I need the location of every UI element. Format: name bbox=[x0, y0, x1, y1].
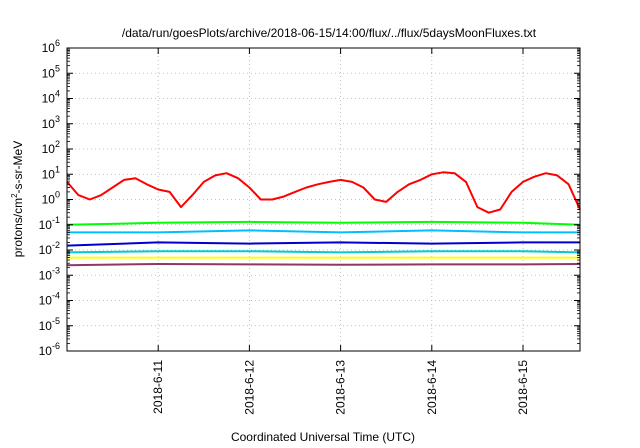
y-tick-label: 10-5 bbox=[39, 316, 60, 333]
y-tick-label: 10-6 bbox=[39, 341, 60, 358]
y-axis-label-superscript: 2 bbox=[10, 193, 19, 198]
y-tick-label: 10-1 bbox=[39, 215, 60, 232]
data-series bbox=[66, 171, 581, 267]
y-tick-label: 102 bbox=[42, 139, 60, 156]
y-tick-label: 100 bbox=[42, 190, 60, 207]
series-line-5 bbox=[66, 250, 581, 254]
series-line-4 bbox=[66, 241, 580, 247]
y-tick-label: 104 bbox=[42, 89, 60, 106]
y-axis-label-suffix: -s-sr-MeV bbox=[11, 141, 25, 194]
x-tick-label: 2018-6-15 bbox=[516, 360, 530, 415]
y-tick-label: 103 bbox=[42, 114, 60, 131]
y-tick-label: 105 bbox=[42, 63, 60, 80]
y-tick-label: 10-4 bbox=[39, 291, 60, 308]
y-tick-label: 10-2 bbox=[39, 240, 60, 257]
x-tick-label: 2018-6-11 bbox=[151, 360, 165, 414]
y-tick-label: 101 bbox=[42, 164, 60, 181]
y-tick-label: 106 bbox=[42, 38, 60, 55]
x-tick-label: 2018-6-14 bbox=[425, 360, 439, 415]
series-line-2 bbox=[66, 220, 581, 226]
x-tick-label: 2018-6-12 bbox=[242, 360, 256, 415]
x-axis-label: Coordinated Universal Time (UTC) bbox=[231, 430, 415, 444]
y-axis-label: protons/cm2-s-sr-MeV bbox=[10, 141, 25, 257]
y-tick-label: 10-3 bbox=[39, 265, 60, 282]
grid bbox=[67, 48, 580, 351]
chart-title: /data/run/goesPlots/archive/2018-06-15/1… bbox=[122, 26, 537, 40]
series-line-1 bbox=[66, 171, 581, 214]
y-axis-label-prefix: protons/cm bbox=[11, 198, 25, 257]
series-line-3 bbox=[67, 229, 580, 234]
plot-frame bbox=[66, 47, 581, 352]
series-line-7 bbox=[66, 263, 581, 267]
x-tick-label: 2018-6-13 bbox=[334, 360, 348, 415]
